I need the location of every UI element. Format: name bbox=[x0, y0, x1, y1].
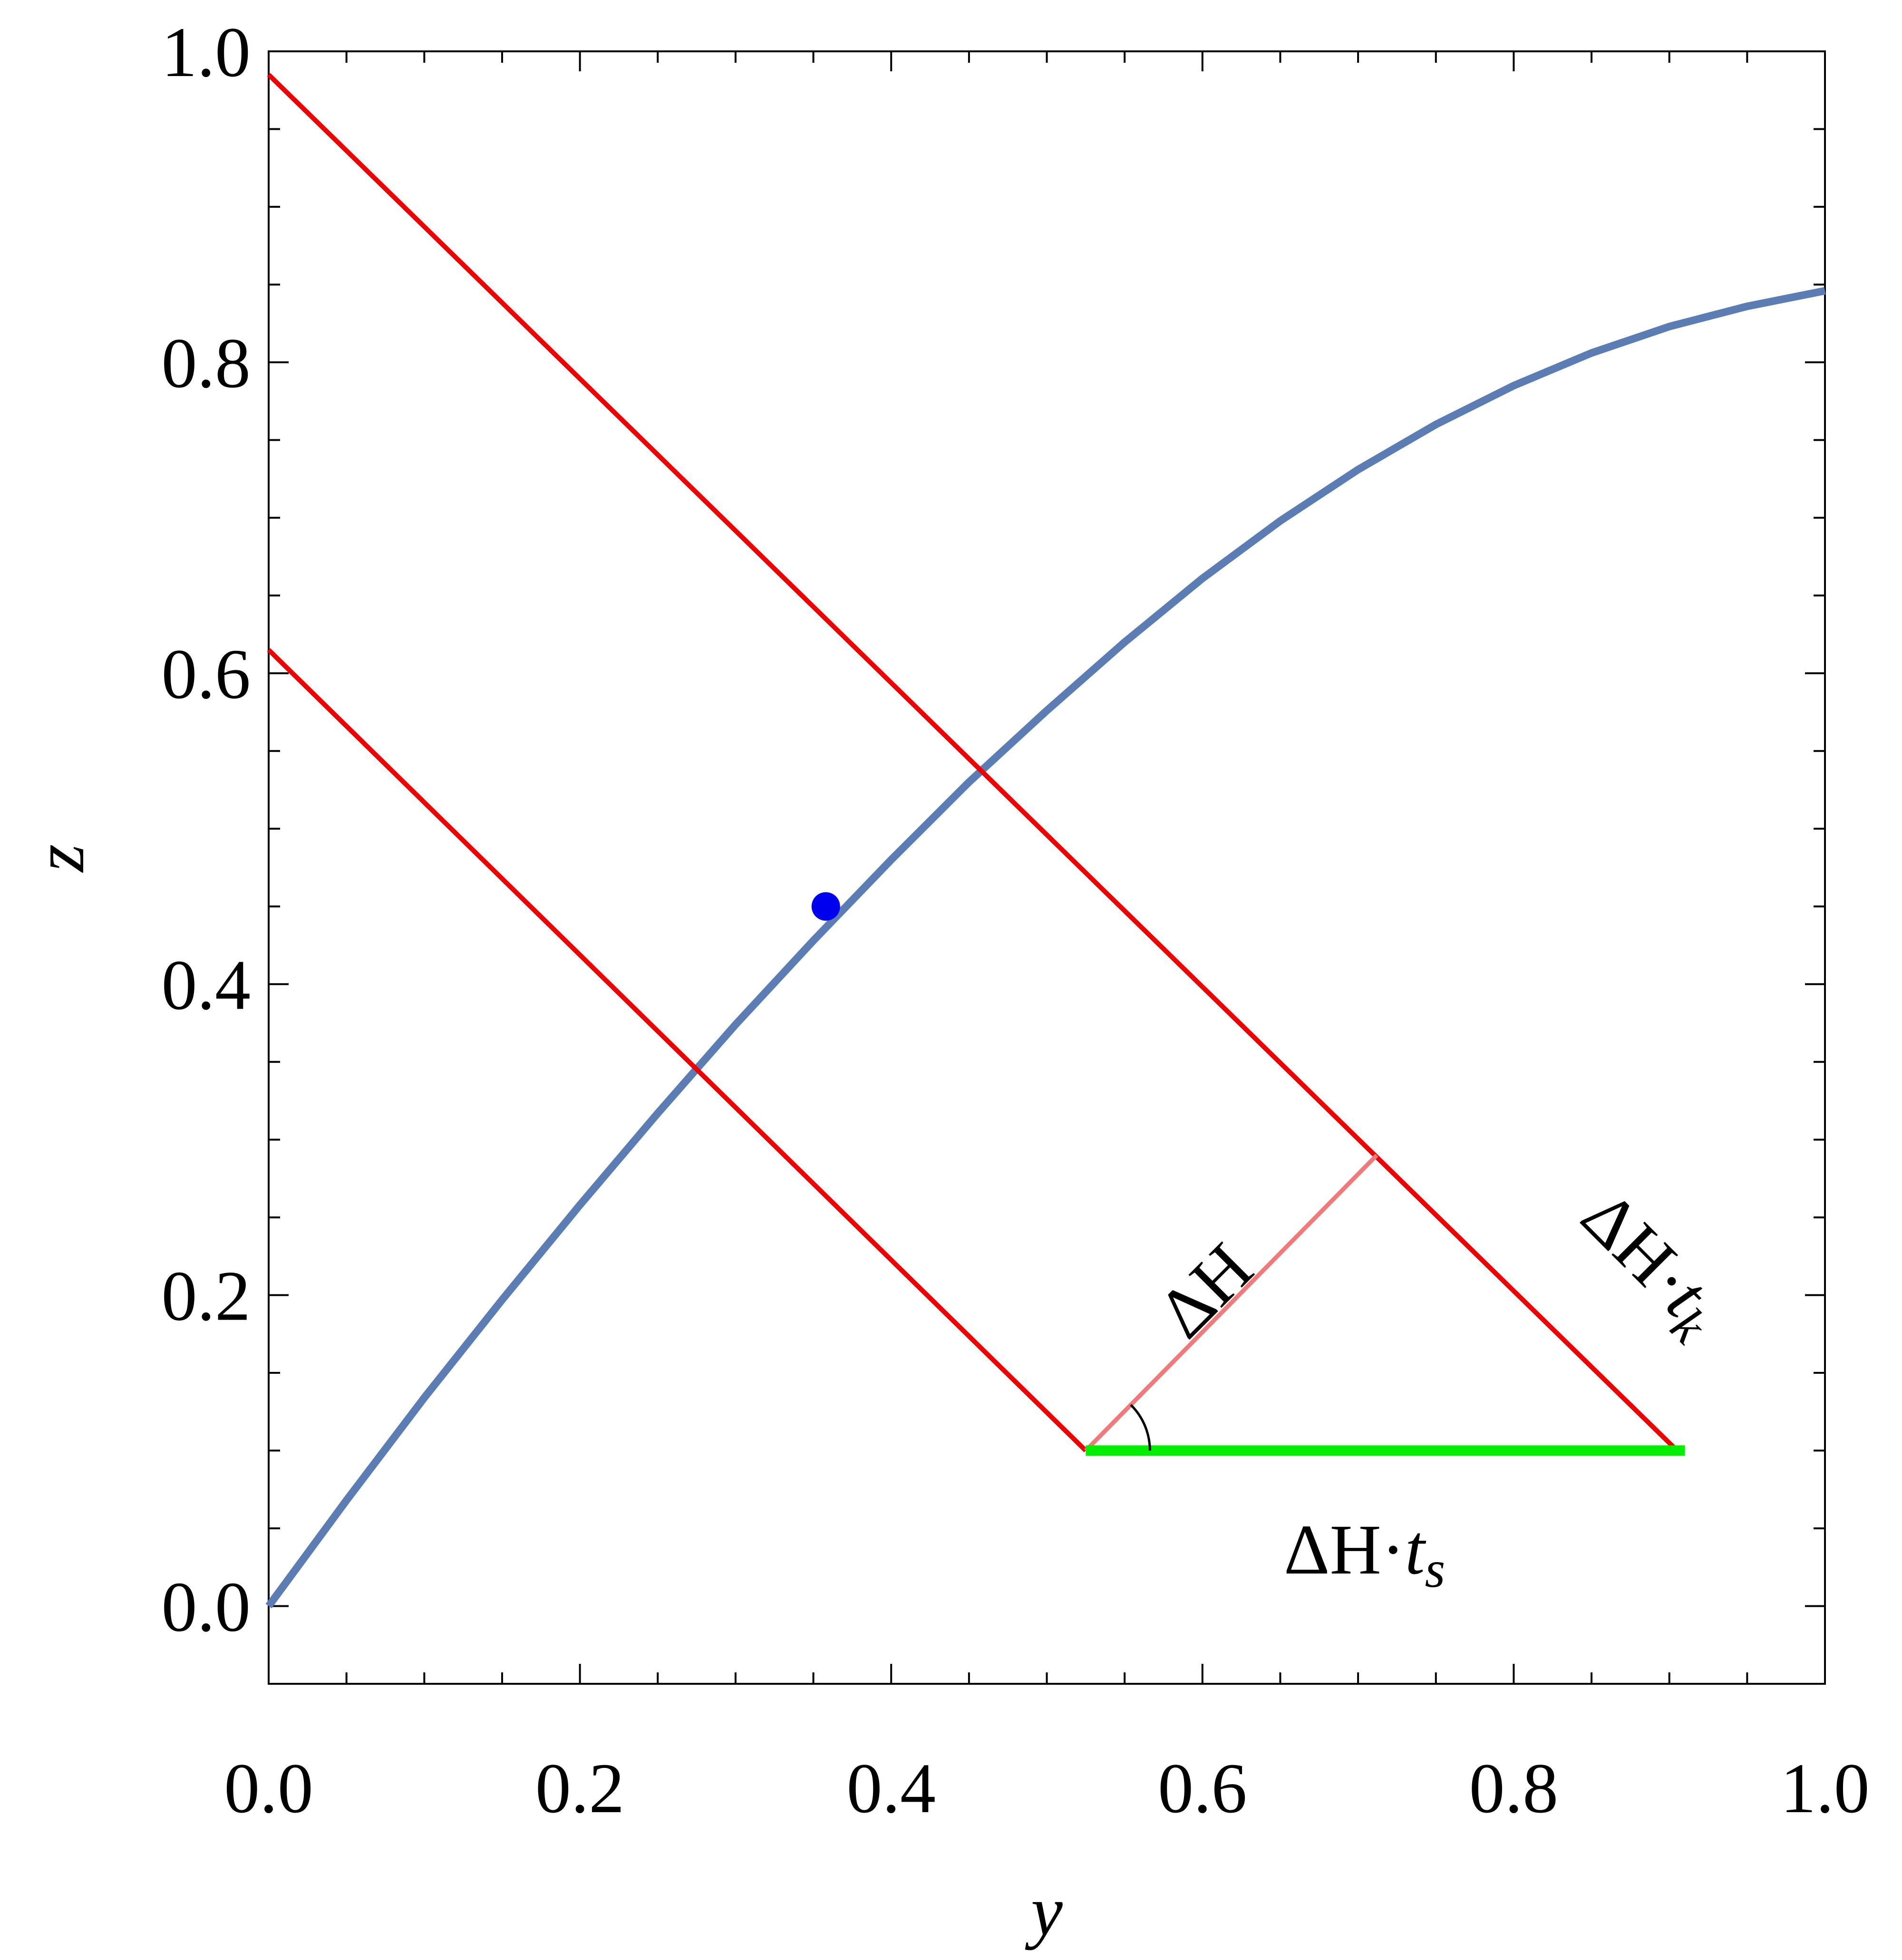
y-tick-label: 0.4 bbox=[162, 946, 251, 1024]
x-tick-label: 0.4 bbox=[846, 1749, 936, 1828]
y-tick-label: 1.0 bbox=[162, 13, 251, 92]
curve-series bbox=[265, 287, 1826, 1609]
annotation-delta-h-ts-sub: s bbox=[1425, 1540, 1445, 1598]
y-tick-label: 0.0 bbox=[162, 1567, 251, 1646]
angle-arc bbox=[1130, 1404, 1151, 1451]
annotation-delta-h: ΔH bbox=[1143, 1228, 1268, 1353]
y-axis-label: z bbox=[20, 844, 99, 873]
operating-line bbox=[267, 73, 1679, 1452]
x-axis-label: y bbox=[1025, 1872, 1063, 1950]
x-tick-label: 0.6 bbox=[1158, 1749, 1247, 1828]
x-tick-label: 0.0 bbox=[224, 1749, 313, 1828]
annotation-delta-h-ts: ΔH·ts bbox=[1284, 1510, 1445, 1598]
y-tick-label: 0.8 bbox=[162, 324, 251, 403]
x-tick-label: 0.2 bbox=[535, 1749, 625, 1828]
annotation-delta-h-ts-var: t bbox=[1405, 1510, 1426, 1589]
y-tick-label: 0.2 bbox=[162, 1256, 251, 1335]
marked-point bbox=[811, 892, 840, 921]
annotation-delta-h-tk: ΔH·tk bbox=[1561, 1176, 1739, 1355]
y-tick-label: 0.6 bbox=[162, 635, 251, 714]
plot-frame bbox=[268, 50, 1826, 1685]
annotation-delta-h-ts-base: ΔH· bbox=[1284, 1510, 1405, 1589]
projection-line bbox=[1084, 1153, 1378, 1452]
x-tick-label: 1.0 bbox=[1780, 1749, 1870, 1828]
operating-line bbox=[267, 648, 1087, 1452]
x-tick-label: 0.8 bbox=[1469, 1749, 1559, 1828]
